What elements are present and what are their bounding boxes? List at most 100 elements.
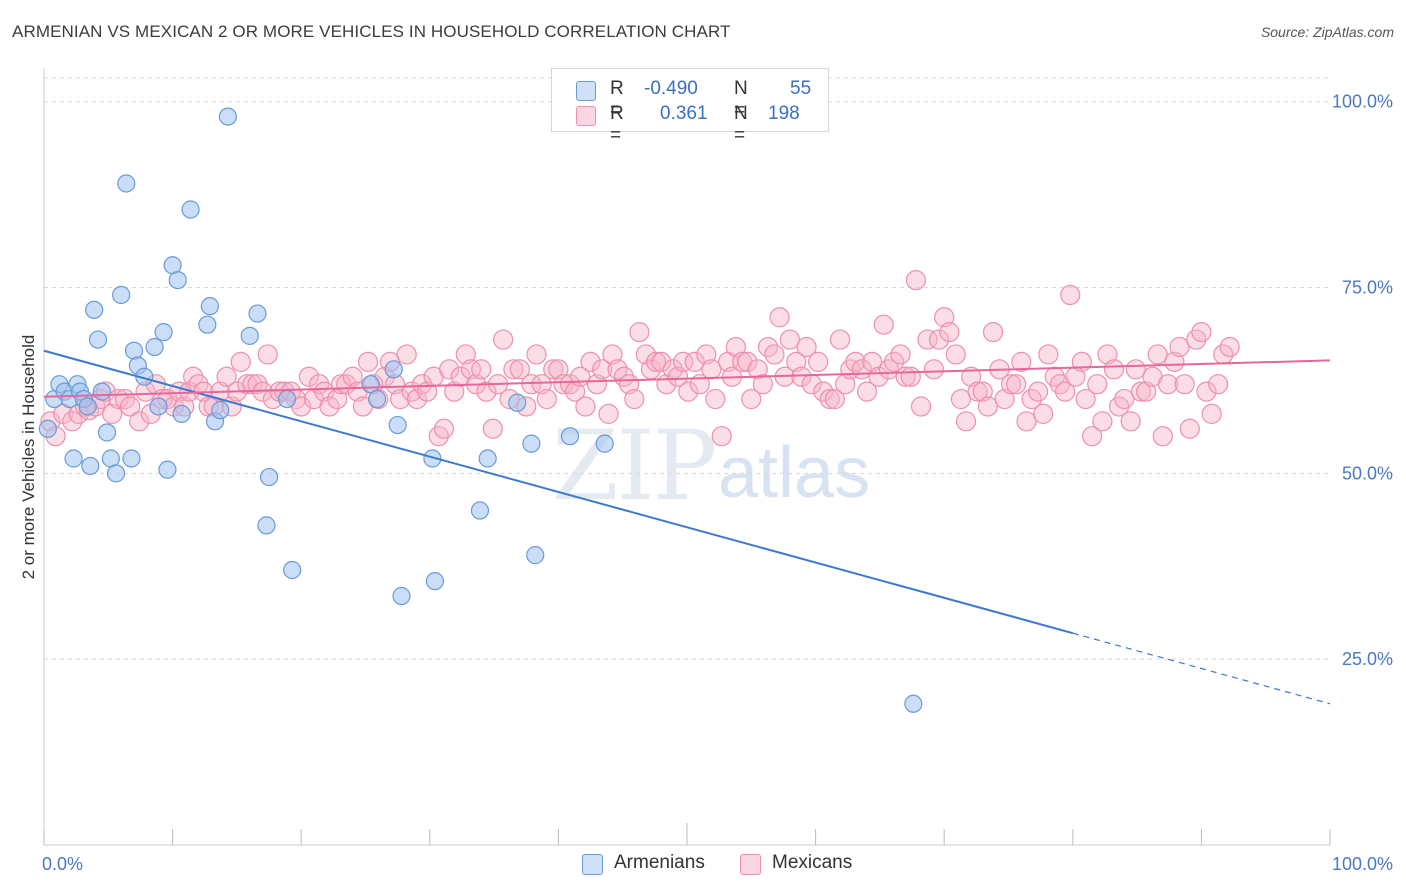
point-mexican: [923, 359, 945, 380]
point-mexican: [230, 351, 251, 372]
point-mexican: [543, 359, 564, 380]
point-armenian: [200, 297, 219, 316]
y-tick-label: 100.0%: [1332, 92, 1393, 112]
point-armenian: [181, 200, 200, 219]
point-mexican: [967, 381, 988, 402]
point-mexican: [1125, 359, 1146, 380]
point-mexican: [1201, 403, 1222, 425]
point-mexican: [752, 374, 773, 395]
point-armenian: [388, 415, 407, 435]
point-mexican: [406, 388, 428, 410]
point-mexican: [357, 351, 379, 372]
point-mexican: [747, 359, 768, 380]
point-armenian: [277, 389, 297, 409]
point-mexican: [741, 388, 762, 410]
point-mexican: [531, 374, 552, 395]
point-mexican: [905, 270, 927, 291]
point-mexican: [1196, 381, 1217, 402]
point-mexican: [1033, 403, 1054, 425]
point-mexican: [786, 351, 807, 372]
point-armenian: [560, 427, 580, 446]
point-mexican: [455, 344, 476, 365]
point-mexican: [1000, 374, 1022, 395]
legend: R = -0.490 N = 55 R = 0.361 N = 198: [551, 68, 829, 146]
legend-n-value: 55: [790, 78, 812, 99]
point-mexican: [629, 322, 650, 343]
point-mexican: [257, 344, 278, 365]
point-armenian: [85, 300, 104, 319]
point-mexican: [509, 359, 530, 380]
y-tick-label: 75.0%: [1342, 278, 1393, 298]
point-armenian: [240, 326, 259, 345]
point-armenian: [124, 341, 144, 360]
point-mexican: [950, 388, 972, 410]
point-mexican: [873, 314, 894, 335]
point-mexican: [1147, 344, 1168, 365]
point-armenian: [88, 330, 108, 349]
legend-r-label: R =: [610, 78, 624, 121]
bottom-legend-label-mexicans: Mexicans: [772, 852, 853, 873]
point-mexican: [696, 344, 717, 365]
point-mexican: [129, 411, 150, 432]
legend-n-label: N =: [734, 103, 748, 146]
point-mexican: [575, 396, 596, 417]
point-mexican: [1016, 411, 1037, 432]
x-tick-label-end: 100.0%: [1332, 854, 1393, 874]
point-mexican: [553, 374, 574, 395]
point-mexican: [598, 403, 619, 425]
legend-n-value: 198: [768, 103, 800, 124]
point-mexican: [1114, 388, 1135, 410]
point-mexican: [705, 388, 726, 410]
point-mexican: [779, 329, 800, 350]
point-mexican: [972, 381, 993, 402]
point-armenian: [248, 304, 267, 323]
point-mexican: [856, 381, 878, 402]
point-mexican: [862, 351, 883, 372]
point-mexican: [602, 344, 623, 365]
y-axis-title: 2 or more Vehicles in Household: [19, 335, 38, 580]
point-armenian: [283, 560, 302, 580]
point-mexican: [242, 374, 263, 395]
point-mexican: [667, 366, 689, 387]
point-mexican: [796, 336, 817, 358]
legend-n-label: N =: [734, 78, 748, 121]
point-mexican: [651, 351, 672, 372]
point-mexican: [1087, 374, 1108, 395]
point-armenian: [38, 419, 57, 438]
y-tick-label: 25.0%: [1342, 649, 1393, 669]
point-armenian: [78, 397, 97, 416]
point-mexican: [900, 366, 921, 387]
point-mexican: [102, 403, 123, 425]
point-mexican: [1092, 411, 1113, 432]
axes: [43, 68, 1331, 846]
point-mexican: [444, 381, 465, 402]
point-mexican: [678, 381, 699, 402]
point-armenian: [257, 516, 276, 535]
legend-r-value: 0.361: [660, 103, 708, 124]
point-armenian: [367, 389, 387, 409]
point-mexican: [890, 344, 911, 365]
point-armenian: [106, 464, 126, 483]
point-mexican: [868, 366, 889, 387]
point-armenian: [211, 401, 230, 420]
point-mexican: [1097, 344, 1118, 365]
point-armenian: [112, 285, 131, 305]
bottom-legend-swatch-armenians: [582, 854, 603, 875]
point-mexican: [910, 396, 932, 417]
point-mexican: [737, 351, 758, 372]
point-mexican: [536, 388, 557, 410]
point-armenian: [904, 694, 923, 713]
point-armenian: [172, 404, 191, 424]
bottom-legend-label-armenians: Armenians: [614, 852, 705, 873]
point-mexican: [928, 329, 950, 350]
point-armenian: [64, 449, 83, 468]
point-mexican: [503, 359, 524, 380]
point-mexican: [1130, 381, 1152, 402]
point-armenian: [595, 434, 614, 453]
point-armenian: [154, 323, 173, 342]
point-mexican: [298, 366, 320, 387]
point-mexican: [1075, 388, 1096, 410]
point-mexican: [819, 388, 840, 410]
x-tick-label-start: 0.0%: [42, 854, 83, 874]
